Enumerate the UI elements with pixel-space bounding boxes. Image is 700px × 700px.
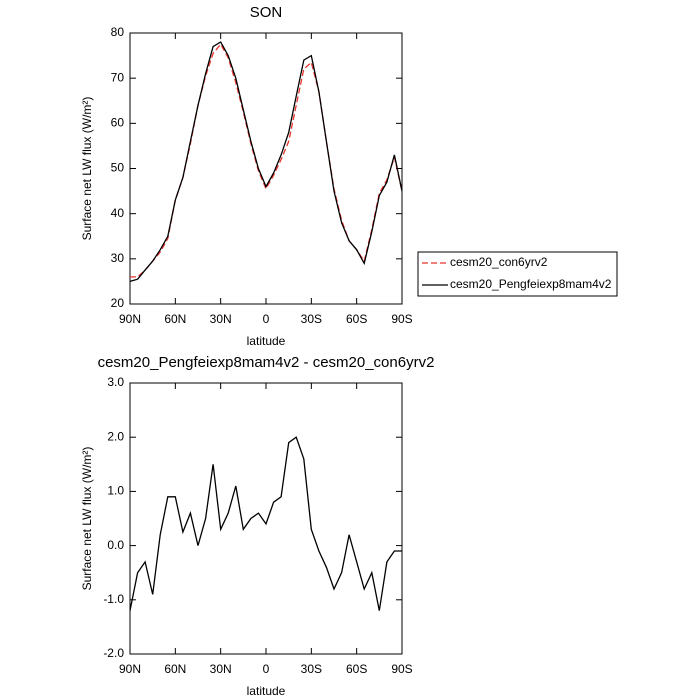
y-tick-label: 20 xyxy=(111,296,125,310)
chart-title: cesm20_Pengfeiexp8mam4v2 - cesm20_con6yr… xyxy=(98,354,435,371)
x-tick-label: 30S xyxy=(301,312,322,326)
legend-label: cesm20_con6yrv2 xyxy=(450,255,548,269)
data-line xyxy=(129,41,403,283)
y-tick-label: 2.0 xyxy=(107,429,124,443)
x-tick-label: 30N xyxy=(210,662,232,676)
y-tick-label: 70 xyxy=(111,70,125,84)
x-tick-label: 30N xyxy=(210,312,232,326)
y-tick-label: 50 xyxy=(111,161,125,175)
x-tick-label: 90N xyxy=(119,662,141,676)
data-line xyxy=(129,436,402,611)
x-tick-label: 0 xyxy=(263,312,270,326)
x-tick-label: 60N xyxy=(164,312,186,326)
y-tick-label: 1.0 xyxy=(107,484,124,498)
chart-title: SON xyxy=(250,4,283,21)
x-axis-label: latitude xyxy=(247,684,286,698)
x-tick-label: 60S xyxy=(346,662,367,676)
y-tick-label: -1.0 xyxy=(103,592,124,606)
x-tick-label: 90N xyxy=(119,312,141,326)
x-tick-label: 60S xyxy=(346,312,367,326)
y-tick-label: 0.0 xyxy=(107,538,124,552)
y-axis-label: Surface net LW flux (W/m²) xyxy=(80,97,94,241)
x-tick-label: 60N xyxy=(164,662,186,676)
x-axis-label: latitude xyxy=(247,334,286,348)
plot-frame xyxy=(129,32,403,305)
x-tick-label: 90S xyxy=(391,312,412,326)
y-tick-label: -2.0 xyxy=(103,646,124,660)
y-tick-label: 40 xyxy=(111,206,125,220)
y-tick-label: 80 xyxy=(111,25,125,39)
data-line xyxy=(130,43,403,278)
legend-box xyxy=(417,251,618,297)
x-tick-label: 90S xyxy=(391,662,412,676)
legend-label: cesm20_Pengfeiexp8mam4v2 xyxy=(450,277,612,291)
y-axis-label: Surface net LW flux (W/m²) xyxy=(80,447,94,591)
x-tick-label: 0 xyxy=(263,662,270,676)
y-tick-label: 30 xyxy=(111,251,125,265)
x-tick-label: 30S xyxy=(301,662,322,676)
y-tick-label: 3.0 xyxy=(107,375,124,389)
y-tick-label: 60 xyxy=(111,116,125,130)
plot-frame xyxy=(129,382,403,655)
